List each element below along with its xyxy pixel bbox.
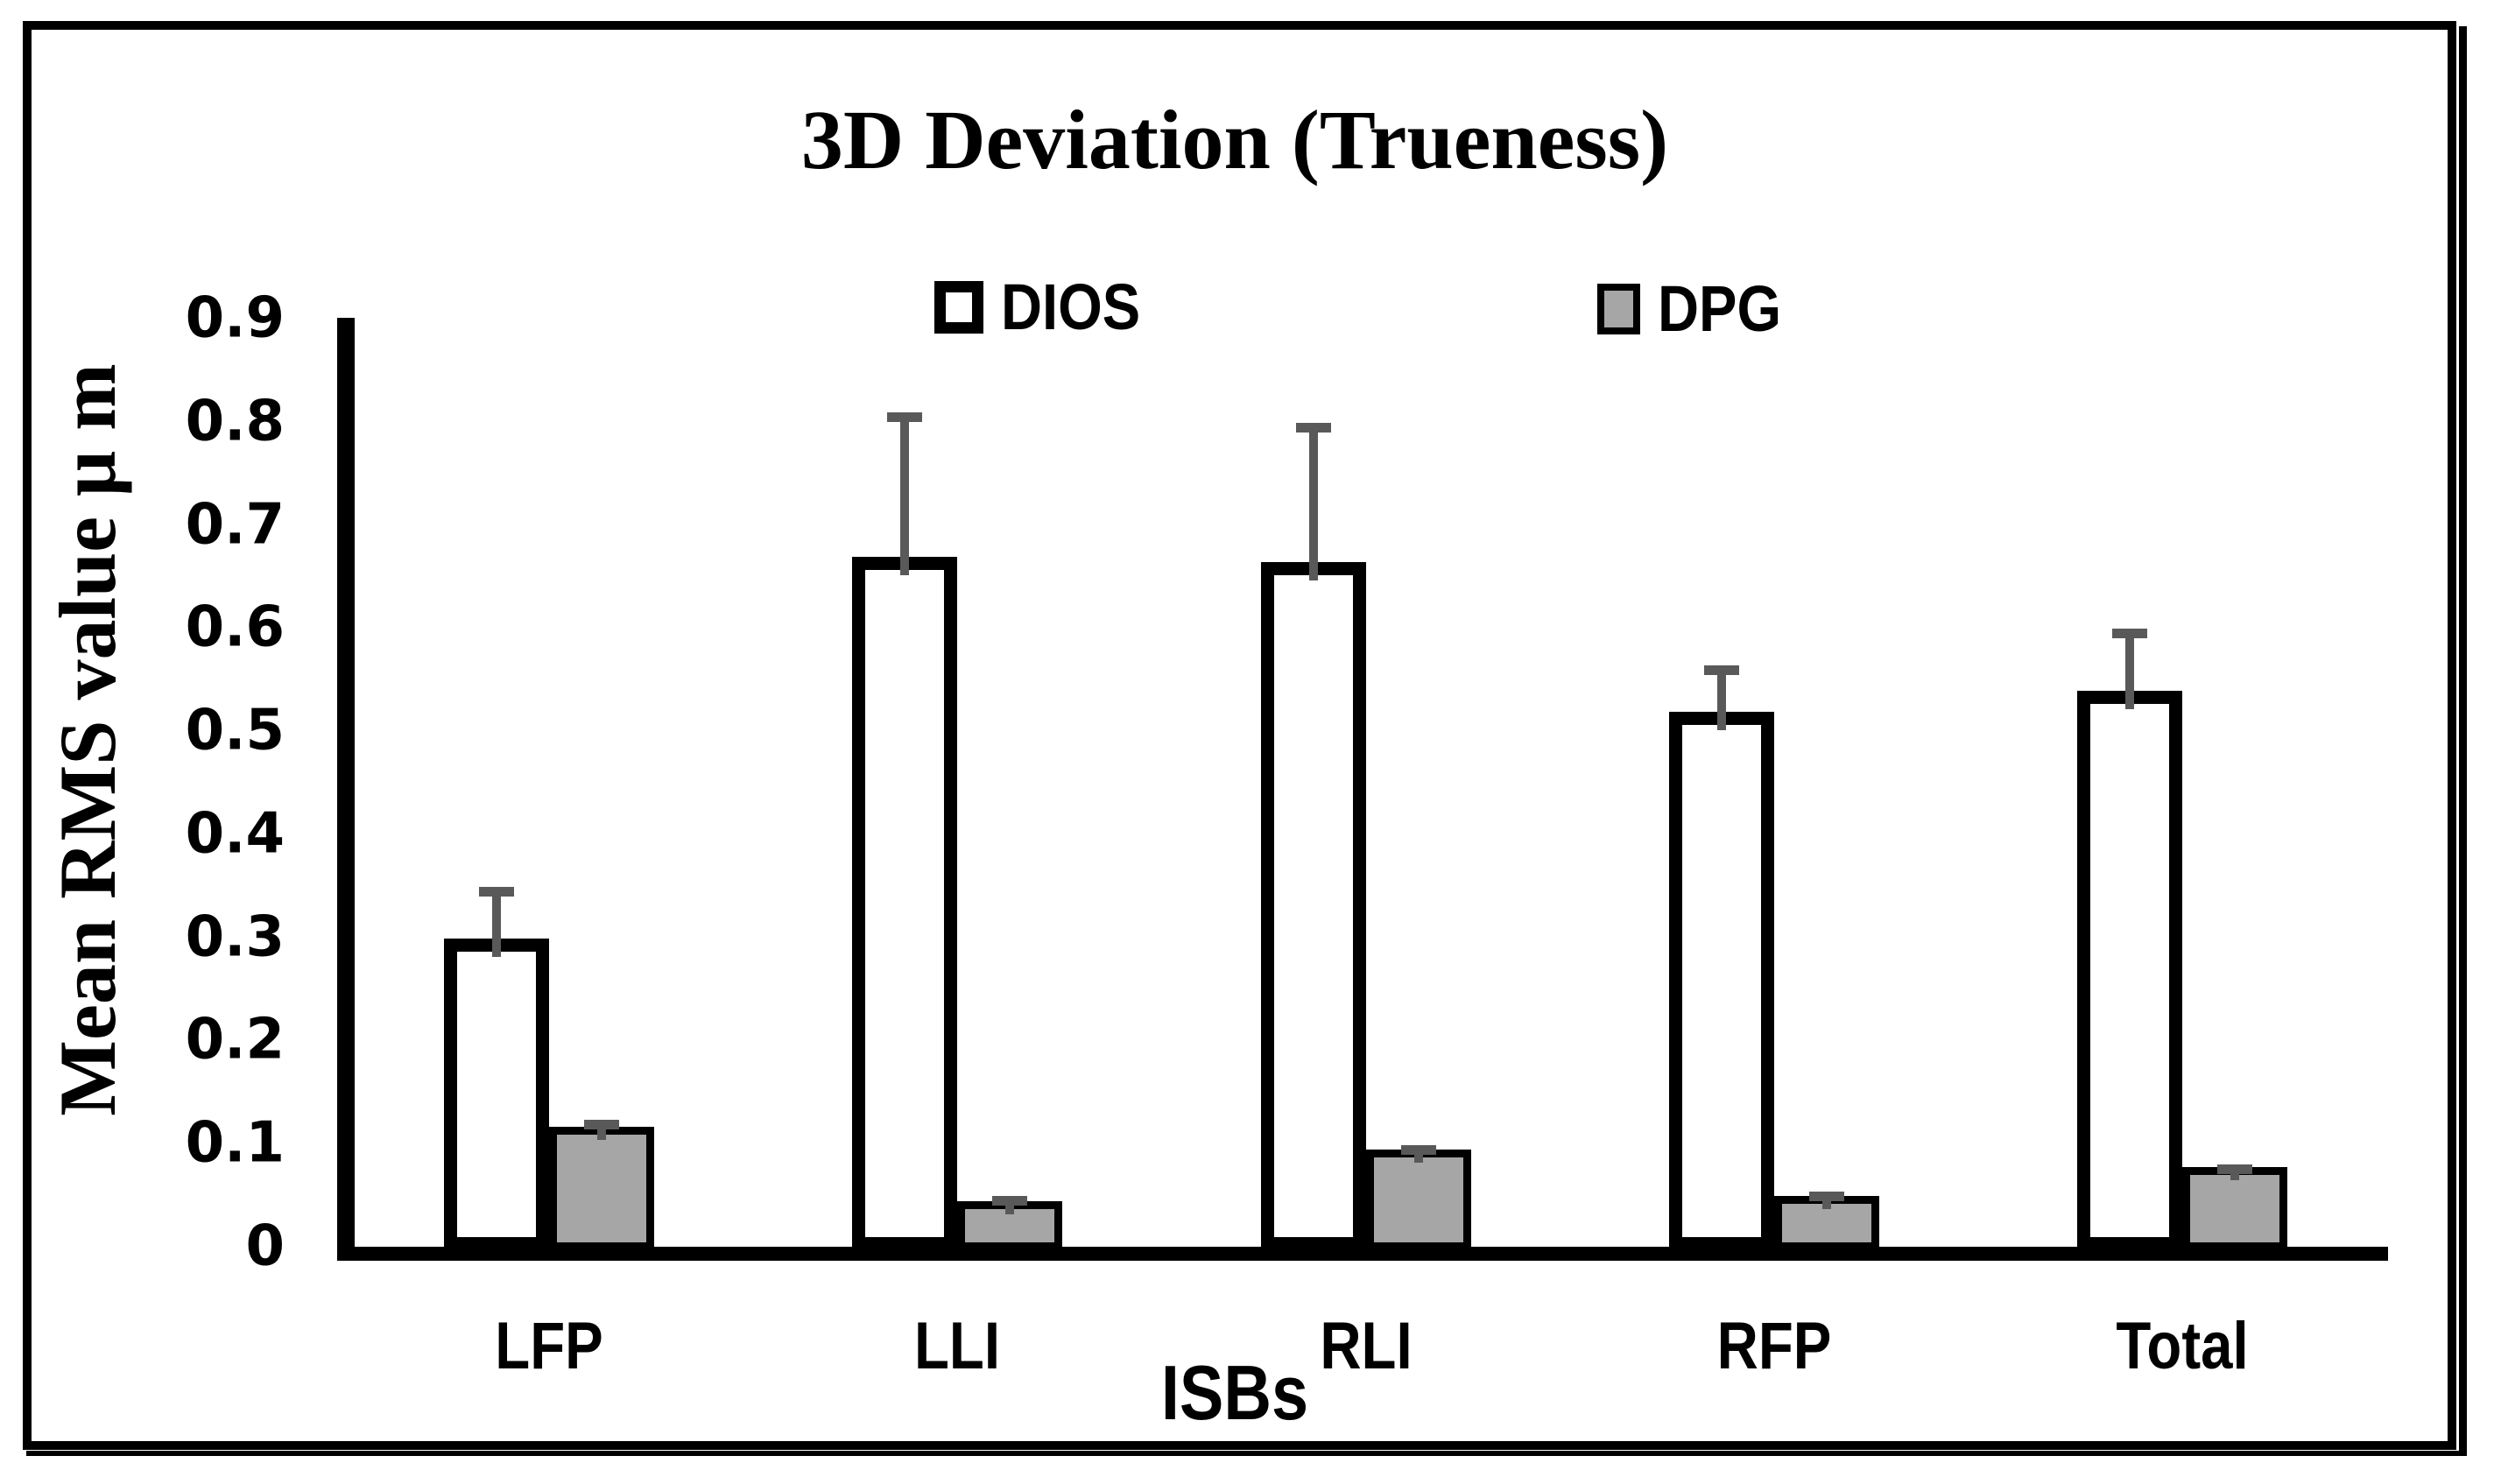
- error-bar-line-dios-rfp: [1716, 665, 1726, 730]
- y-tick-label: 0.5: [185, 698, 285, 763]
- chart-title: 3D Deviation (Trueness): [800, 93, 1669, 186]
- legend-label: DPG: [1658, 272, 1782, 345]
- legend-item-dpg: DPG: [1597, 271, 1798, 346]
- error-bar-cap-dios-total: [2112, 629, 2147, 638]
- figure-frame: [23, 21, 2456, 1450]
- error-bar-line-dpg-lfp: [597, 1120, 606, 1140]
- bar-dios-rli: [1260, 562, 1366, 1250]
- x-axis-title: ISBs: [1160, 1349, 1309, 1436]
- y-tick-label: 0: [245, 1213, 285, 1279]
- error-bar-cap-dpg-rfp: [1808, 1192, 1844, 1201]
- bar-dios-total: [2077, 691, 2182, 1250]
- y-tick-label: 0.8: [185, 389, 285, 454]
- legend-swatch-dpg: [1597, 283, 1640, 334]
- bar-dpg-lfp: [549, 1127, 654, 1250]
- error-bar-cap-dios-lfp: [479, 887, 514, 897]
- bar-dios-rfp: [1668, 712, 1774, 1250]
- y-tick-label: 0.1: [185, 1110, 285, 1176]
- y-tick-label: 0.3: [185, 904, 285, 970]
- x-axis-line: [337, 1247, 2388, 1261]
- error-bar-cap-dpg-lfp: [584, 1120, 619, 1129]
- bar-dios-lli: [852, 557, 958, 1250]
- error-bar-line-dios-total: [2125, 629, 2134, 709]
- error-bar-cap-dios-rli: [1295, 423, 1331, 433]
- category-label-lli: LLI: [914, 1309, 1001, 1383]
- error-bar-line-dios-lli: [900, 412, 910, 575]
- y-tick-label: 0.4: [185, 801, 285, 867]
- bar-dios-lfp: [444, 939, 549, 1250]
- error-bar-line-dios-lfp: [492, 887, 501, 957]
- y-tick-label: 0.2: [185, 1007, 285, 1073]
- y-tick-label: 0.9: [185, 285, 285, 351]
- legend-swatch-dios: [934, 280, 983, 334]
- legend-item-dios: DIOS: [934, 270, 1159, 344]
- error-bar-cap-dpg-rli: [1400, 1145, 1436, 1155]
- category-label-lfp: LFP: [495, 1309, 603, 1383]
- legend-label: DIOS: [1001, 271, 1141, 343]
- category-label-rfp: RFP: [1716, 1309, 1832, 1383]
- error-bar-cap-dpg-lli: [992, 1196, 1028, 1206]
- error-bar-cap-dpg-total: [2217, 1164, 2252, 1174]
- category-label-total: Total: [2116, 1309, 2249, 1383]
- error-bar-cap-dios-rfp: [1703, 665, 1739, 675]
- y-tick-label: 0.6: [185, 594, 285, 660]
- error-bar-line-dios-rli: [1308, 423, 1318, 580]
- error-bar-cap-dios-lli: [887, 412, 923, 422]
- figure-outer-border: [26, 26, 2467, 1456]
- category-label-rli: RLI: [1319, 1309, 1413, 1383]
- bar-dpg-rli: [1365, 1150, 1471, 1250]
- y-axis-line: [337, 318, 355, 1261]
- y-tick-label: 0.7: [185, 492, 285, 558]
